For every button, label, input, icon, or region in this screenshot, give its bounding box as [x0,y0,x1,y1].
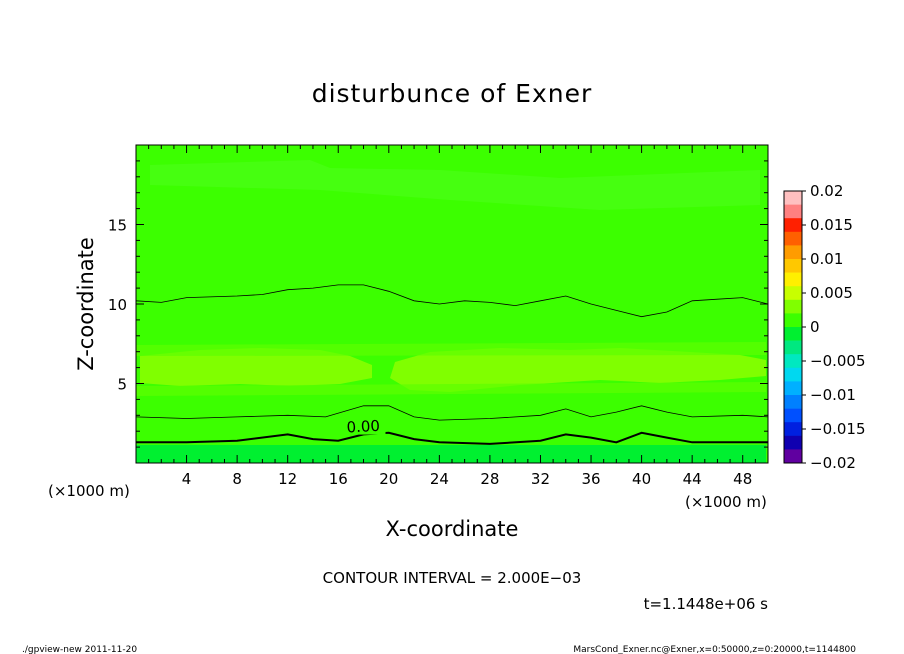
x-tick-label: 24 [430,470,449,488]
y-tick-label: 5 [117,376,127,394]
x-tick-label: 4 [182,470,192,488]
colorbar: 0.02 0.015 0.01 0.005 0 −0.005 −0.01 −0.015 −0.0… [783,182,866,472]
colorbar-tick-label: 0.01 [810,250,843,268]
colorbar-tick-label: −0.015 [810,420,866,438]
field-band-upper [150,160,760,210]
x-tick-label: 20 [379,470,398,488]
contour-label-bg [341,417,386,435]
time-note: t=1.1448e+06 s [644,595,769,613]
colorbar-swatch [784,259,802,273]
x-tick-label: 16 [329,470,348,488]
x-tick-label: 44 [683,470,702,488]
x-tick-label: 48 [733,470,752,488]
colorbar-swatch [784,381,802,396]
colorbar-swatch [784,231,802,246]
contour-lines: 0.00 [136,284,768,445]
y-tick-label: 15 [108,217,127,235]
colorbar-swatch [784,408,802,423]
colorbar-swatch [784,204,802,219]
field-band-bottom [136,445,766,463]
footer-right: MarsCond_Exner.nc@Exner,x=0:50000,z=0:20… [573,645,856,654]
x-unit-right: (×1000 m) [685,493,767,511]
colorbar-tick-label: 0 [810,318,820,336]
colorbar-tick-label: 0.02 [810,182,843,200]
contour-line [136,405,768,421]
colorbar-swatch [784,340,802,355]
y-axis-label: Z-coordinate [74,237,98,371]
colorbar-tick-label: 0.005 [810,284,853,302]
colorbar-swatch [784,449,802,464]
colorbar-swatch [784,327,802,341]
colorbar-swatch [784,435,802,450]
colorbar-swatch [784,245,802,260]
field-band-right [390,348,766,392]
contour-interval-note: CONTOUR INTERVAL = 2.000E−03 [323,569,582,587]
colorbar-swatch [784,422,802,437]
colorbar-swatch [784,299,802,314]
x-tick-label: 12 [278,470,297,488]
x-tick-label: 28 [480,470,499,488]
contour-line [136,431,768,445]
field-band-mid [136,342,766,356]
x-tick-label: 40 [632,470,651,488]
x-unit-left: (×1000 m) [48,482,130,500]
plot-area: 0.00 [136,145,768,463]
colorbar-swatch [784,272,802,287]
colorbar-swatch [784,286,802,301]
colorbar-tick-label: −0.01 [810,386,856,404]
x-tick-label: 32 [531,470,550,488]
y-axis-ticks: 5 10 15 [108,160,768,448]
colorbar-tick-label: −0.005 [810,352,866,370]
x-tick-label: 8 [232,470,242,488]
footer-left: ./gpview-new 2011-11-20 [22,645,137,654]
contour-line [136,284,768,318]
x-axis-ticks: 4 8 12 16 20 24 28 32 36 40 44 48 [148,145,756,488]
x-tick-label: 36 [581,470,600,488]
colorbar-swatch [784,395,802,409]
colorbar-swatch [784,191,802,205]
colorbar-swatch [784,354,802,369]
contour-label: 0.00 [346,417,380,437]
field-band-left [140,348,372,386]
field-band-lower [136,382,766,396]
colorbar-tick-label: 0.015 [810,216,853,234]
colorbar-swatch [784,367,802,382]
x-axis-label: X-coordinate [386,517,519,541]
y-tick-label: 10 [108,296,127,314]
colorbar-tick-label: −0.02 [810,454,856,472]
chart-title: disturbunce of Exner [312,79,593,108]
colorbar-swatch [784,313,802,328]
colorbar-swatch [784,218,802,233]
